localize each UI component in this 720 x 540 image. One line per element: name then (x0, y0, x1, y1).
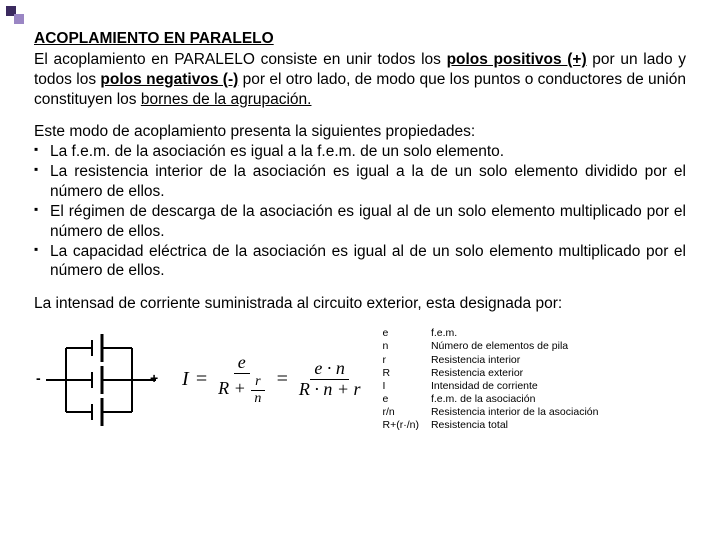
legend-definitions: f.e.m. Número de elementos de pila Resis… (431, 327, 599, 432)
legend-def: Resistencia exterior (431, 367, 599, 380)
legend-def: Número de elementos de pila (431, 340, 599, 353)
fraction-2: e · n R · n + r (295, 359, 365, 400)
minus-sign: - (36, 370, 41, 386)
legend-sym: R+(r·/n) (382, 419, 418, 432)
legend-def: Resistencia total (431, 419, 599, 432)
legend-sym: e (382, 393, 418, 406)
circuit-diagram: - + (34, 330, 164, 430)
equals-sign: = (275, 368, 289, 391)
inner-num: r (251, 374, 264, 390)
legend-def: f.e.m. de la asociación (431, 393, 599, 406)
legend: e n r R I e r/n R+(r·/n) f.e.m. Número d… (382, 327, 598, 432)
legend-def: Resistencia interior (431, 354, 599, 367)
legend-sym: r (382, 354, 418, 367)
legend-sym: e (382, 327, 418, 340)
property-item: La capacidad eléctrica de la asociación … (34, 242, 686, 282)
intro-paragraph: El acoplamiento en PARALELO consiste en … (34, 50, 686, 109)
intro-text: El acoplamiento en PARALELO consiste en … (34, 51, 447, 68)
legend-def: f.e.m. (431, 327, 599, 340)
property-item: La resistencia interior de la asociación… (34, 162, 686, 202)
bornes: bornes de la agrupación. (141, 91, 312, 108)
property-item: La f.e.m. de la asociación es igual a la… (34, 142, 686, 162)
numerator: e · n (310, 359, 349, 380)
section-title: ACOPLAMIENTO EN PARALELO (34, 30, 686, 48)
inner-den: n (250, 391, 265, 406)
den-text: R + (218, 378, 246, 398)
current-formula: I = e R + r n = e · n R · n + r (182, 353, 364, 406)
corner-decoration (0, 0, 20, 30)
legend-symbols: e n r R I e r/n R+(r·/n) (382, 327, 418, 432)
property-item: El régimen de descarga de la asociación … (34, 202, 686, 242)
properties-lead: Este modo de acoplamiento presenta la si… (34, 123, 686, 141)
bottom-row: - + I = e R + r n = e · n R · n + r e n … (34, 327, 686, 432)
formula-lhs: I (182, 368, 189, 391)
legend-sym: I (382, 380, 418, 393)
fraction-1: e R + r n (214, 353, 269, 406)
legend-def: Intensidad de corriente (431, 380, 599, 393)
denominator: R · n + r (295, 380, 365, 400)
numerator: e (234, 353, 250, 374)
denominator: R + r n (214, 374, 269, 406)
polos-negativos: polos negativos (-) (100, 71, 238, 88)
legend-sym: R (382, 367, 418, 380)
properties-list: La f.e.m. de la asociación es igual a la… (34, 142, 686, 281)
equals-sign: = (195, 368, 209, 391)
plus-sign: + (150, 370, 158, 386)
legend-sym: n (382, 340, 418, 353)
current-intensity-line: La intensad de corriente suministrada al… (34, 295, 686, 313)
legend-sym: r/n (382, 406, 418, 419)
polos-positivos: polos positivos (+) (447, 51, 587, 68)
legend-def: Resistencia interior de la asociación (431, 406, 599, 419)
